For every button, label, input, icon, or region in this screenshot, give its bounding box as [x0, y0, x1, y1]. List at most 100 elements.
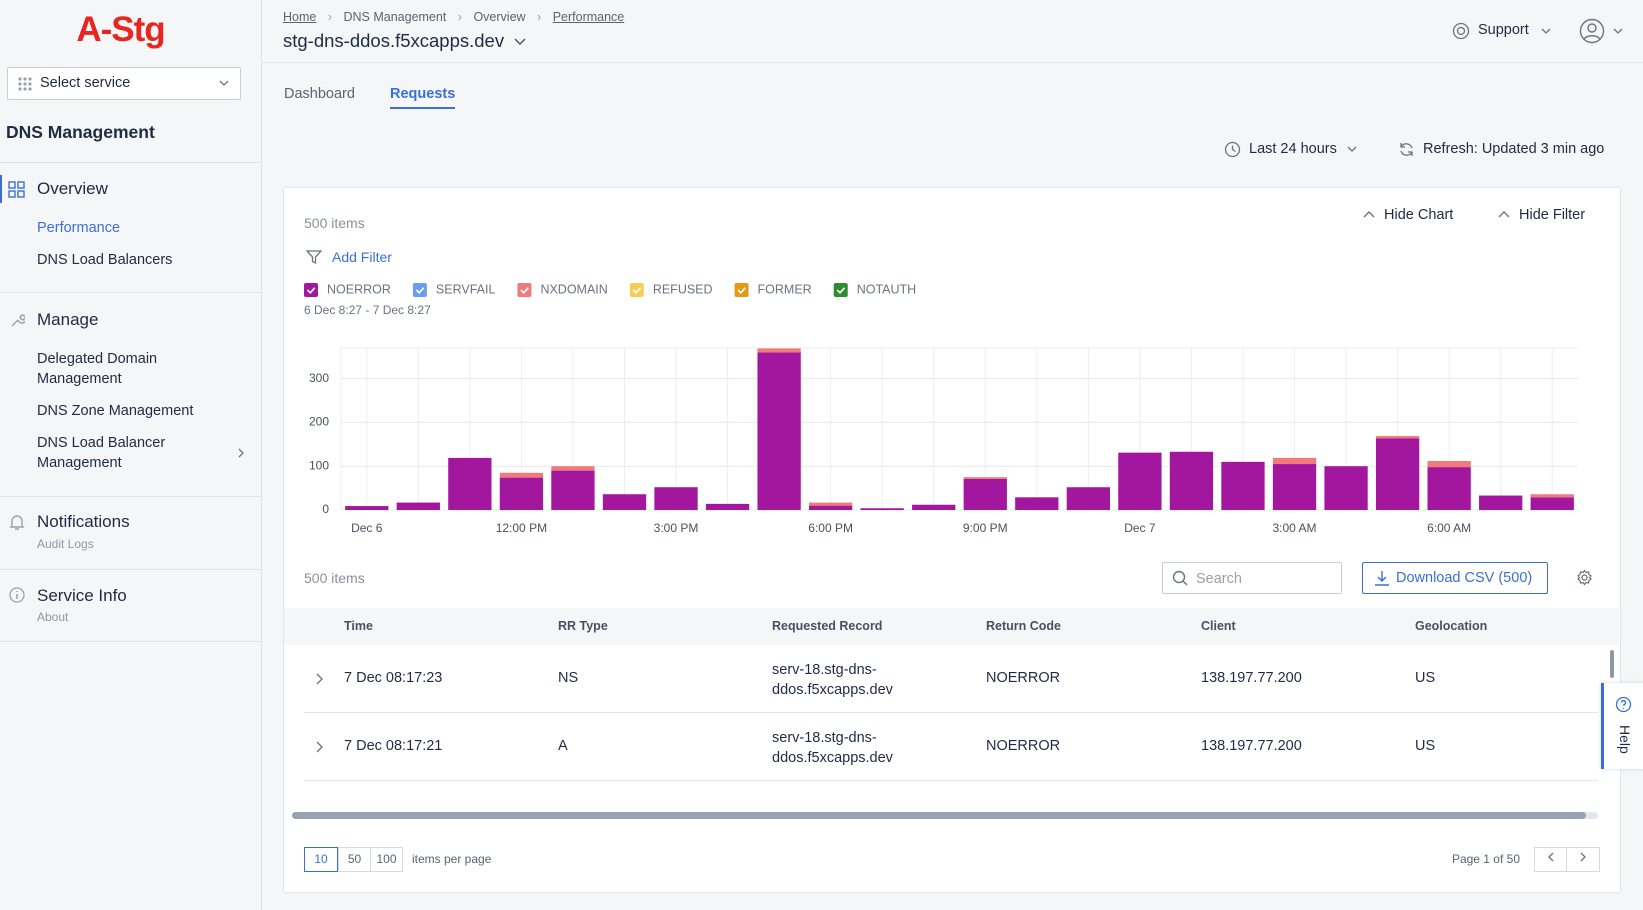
nav-group[interactable]: Overview	[37, 179, 108, 198]
bar	[1169, 451, 1214, 510]
chevron-down	[514, 38, 526, 45]
panel	[283, 187, 1621, 893]
bar	[448, 457, 492, 510]
info-icon	[9, 587, 25, 603]
nav-group[interactable]: Notifications	[37, 512, 130, 531]
nav-group[interactable]: Service Info	[37, 586, 127, 605]
sidebar	[0, 0, 262, 910]
table-cell: serv-18.stg-dns-ddos.f5xcapps.dev	[772, 662, 893, 698]
section-title: DNS Management	[6, 122, 155, 142]
expand-row[interactable]	[314, 672, 324, 691]
breadcrumb[interactable]: DNS Management	[343, 10, 447, 24]
chevron-down	[1347, 146, 1357, 152]
chevron-left	[1547, 852, 1553, 862]
download-button[interactable]: Download CSV (500)	[1362, 562, 1548, 594]
hide-filter[interactable]: Hide Filter	[1519, 207, 1586, 223]
chevron-up	[1363, 211, 1375, 218]
time-range[interactable]: Last 24 hours	[1249, 141, 1337, 157]
bar	[963, 477, 1007, 479]
breadcrumbs: Home › DNS Management › Overview › Perfo…	[283, 10, 624, 24]
legend-swatch	[304, 283, 318, 297]
column-header[interactable]: Geolocation	[1415, 619, 1488, 633]
nav-subtitle: About	[37, 610, 69, 624]
legend-label: FORMER	[758, 282, 812, 296]
column-header[interactable]: Return Code	[986, 619, 1061, 633]
bar	[1427, 467, 1471, 510]
next-page[interactable]	[1566, 847, 1600, 872]
service-select[interactable]: Select service	[7, 67, 241, 100]
nav-item[interactable]: DNS Load Balancer Management	[37, 435, 166, 471]
hide-chart[interactable]: Hide Chart	[1384, 207, 1454, 223]
tab-active[interactable]: Requests	[390, 86, 456, 109]
legend-label: SERVFAIL	[436, 282, 496, 296]
v-scrollbar[interactable]	[1610, 650, 1614, 678]
breadcrumb[interactable]: Performance	[552, 10, 625, 24]
add-filter[interactable]: Add Filter	[332, 249, 392, 265]
bar	[1324, 466, 1368, 510]
search-icon	[1172, 570, 1188, 586]
page-size[interactable]: 10	[304, 847, 338, 872]
bar	[345, 506, 389, 510]
legend-swatch	[629, 283, 644, 297]
breadcrumb[interactable]: Overview	[473, 10, 526, 24]
search-box[interactable]: Search	[1162, 562, 1342, 594]
table-cell: 138.197.77.200	[1201, 738, 1302, 754]
table-cell: NOERROR	[986, 670, 1061, 686]
table-items-count: 500 items	[304, 570, 365, 586]
y-tick-label: 100	[309, 458, 329, 472]
nav-item[interactable]: DNS Load Balancers	[37, 252, 173, 268]
bar	[396, 502, 440, 510]
bell-icon	[9, 515, 25, 530]
table-cell: US	[1415, 670, 1436, 686]
bar	[808, 505, 853, 510]
h-scrollbar[interactable]	[292, 812, 1586, 819]
x-tick-label: 3:00 AM	[1273, 521, 1317, 535]
column-header[interactable]: RR Type	[558, 619, 608, 633]
overview-icon	[8, 181, 25, 198]
column-header[interactable]: Client	[1201, 619, 1236, 633]
row-divider	[304, 780, 1598, 781]
legend-check	[632, 287, 642, 294]
legend-check	[520, 287, 529, 294]
support-menu[interactable]: Support	[1478, 22, 1529, 38]
nav-item[interactable]: DNS Zone Management	[37, 403, 194, 419]
divider	[0, 162, 262, 163]
breadcrumb[interactable]: Home	[283, 10, 317, 24]
y-tick-label: 0	[322, 502, 329, 516]
bar	[1118, 452, 1162, 510]
logo[interactable]: A-Stg	[76, 10, 165, 49]
help-tab[interactable]: Help	[1601, 683, 1643, 769]
help-label: Help	[1617, 725, 1633, 754]
nav-group[interactable]: Manage	[37, 310, 99, 329]
settings-icon[interactable]	[1576, 569, 1593, 586]
prev-page[interactable]	[1534, 847, 1567, 872]
legend-swatch	[412, 283, 427, 297]
support-icon	[1452, 22, 1470, 40]
x-tick-label: 6:00 AM	[1427, 521, 1471, 535]
chevron-right	[316, 741, 323, 753]
bar	[1530, 494, 1574, 498]
column-header[interactable]: Time	[344, 619, 373, 633]
table-cell: A	[558, 738, 568, 754]
legend-label: NOERROR	[327, 282, 391, 296]
chevron-up	[1498, 211, 1510, 218]
bar	[602, 494, 647, 510]
page-title[interactable]: stg-dns-ddos.f5xcapps.dev	[283, 30, 527, 52]
chevron-right	[1580, 852, 1586, 862]
bar	[912, 504, 956, 510]
column-header[interactable]: Requested Record	[772, 619, 883, 633]
manage-icon	[11, 314, 25, 327]
expand-row[interactable]	[314, 740, 324, 759]
legend-swatch	[734, 283, 749, 297]
table-cell: 7 Dec 08:17:23	[344, 670, 443, 686]
tab[interactable]: Dashboard	[284, 86, 355, 102]
nav-item[interactable]: Performance	[37, 220, 121, 236]
nav-item[interactable]: Delegated Domain Management	[37, 351, 158, 387]
page-size[interactable]: 50	[338, 847, 371, 872]
user-icon[interactable]	[1579, 18, 1605, 44]
refresh-icon	[1400, 143, 1413, 156]
chevron-down	[219, 80, 229, 86]
help-icon	[1615, 696, 1632, 713]
refresh-button[interactable]: Refresh: Updated 3 min ago	[1423, 141, 1605, 157]
page-size[interactable]: 100	[370, 847, 403, 872]
